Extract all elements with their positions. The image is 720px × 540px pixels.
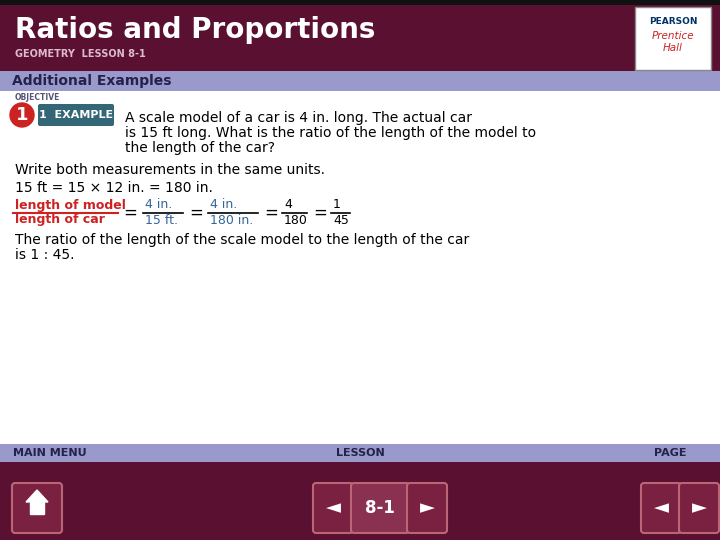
Text: MAIN MENU: MAIN MENU	[13, 448, 87, 458]
Polygon shape	[30, 502, 44, 514]
FancyBboxPatch shape	[38, 104, 114, 126]
Text: GEOMETRY  LESSON 8-1: GEOMETRY LESSON 8-1	[15, 49, 145, 59]
Circle shape	[10, 103, 34, 127]
Text: Hall: Hall	[663, 43, 683, 53]
Text: the length of the car?: the length of the car?	[125, 141, 275, 155]
Text: Additional Examples: Additional Examples	[12, 74, 171, 88]
Text: 15 ft = 15 × 12 in. = 180 in.: 15 ft = 15 × 12 in. = 180 in.	[15, 181, 213, 195]
Text: Prentice: Prentice	[652, 31, 694, 41]
Text: is 15 ft long. What is the ratio of the length of the model to: is 15 ft long. What is the ratio of the …	[125, 126, 536, 140]
Text: 180 in.: 180 in.	[210, 213, 253, 226]
Text: ►: ►	[420, 498, 434, 517]
Text: 1: 1	[16, 106, 28, 124]
Polygon shape	[26, 490, 48, 502]
Text: length of model: length of model	[15, 199, 126, 212]
FancyBboxPatch shape	[12, 483, 62, 533]
Text: =: =	[313, 204, 327, 222]
Bar	[0, 5, 720, 72]
Text: Write both measurements in the same units.: Write both measurements in the same unit…	[15, 163, 325, 177]
Text: length of car: length of car	[15, 213, 105, 226]
Text: LESSON: LESSON	[336, 448, 384, 458]
Text: 45: 45	[333, 213, 349, 226]
Text: =: =	[189, 204, 203, 222]
Text: 8-1: 8-1	[365, 499, 395, 517]
Bar	[635, 7, 711, 70]
Text: 1  EXAMPLE: 1 EXAMPLE	[39, 110, 113, 120]
Text: 180: 180	[284, 213, 308, 226]
FancyBboxPatch shape	[679, 483, 719, 533]
Text: ◄: ◄	[654, 498, 668, 517]
Text: PAGE: PAGE	[654, 448, 686, 458]
Text: =: =	[123, 204, 137, 222]
Text: =: =	[264, 204, 278, 222]
FancyBboxPatch shape	[407, 483, 447, 533]
Text: OBJECTIVE: OBJECTIVE	[15, 92, 60, 102]
Bar	[0, 91, 720, 462]
Text: A scale model of a car is 4 in. long. The actual car: A scale model of a car is 4 in. long. Th…	[125, 111, 472, 125]
Text: 4: 4	[284, 199, 292, 212]
Bar	[0, 0, 720, 5]
FancyBboxPatch shape	[313, 483, 353, 533]
Bar	[0, 444, 720, 462]
Text: PEARSON: PEARSON	[649, 17, 697, 26]
Text: 15 ft.: 15 ft.	[145, 213, 178, 226]
FancyBboxPatch shape	[351, 483, 409, 533]
Text: ◄: ◄	[325, 498, 341, 517]
Bar	[0, 71, 720, 91]
FancyBboxPatch shape	[641, 483, 681, 533]
Text: 4 in.: 4 in.	[210, 199, 238, 212]
Text: 4 in.: 4 in.	[145, 199, 172, 212]
Text: 1: 1	[333, 199, 341, 212]
Text: Ratios and Proportions: Ratios and Proportions	[15, 16, 375, 44]
Bar	[0, 462, 720, 540]
Text: is 1 : 45.: is 1 : 45.	[15, 248, 74, 262]
Text: The ratio of the length of the scale model to the length of the car: The ratio of the length of the scale mod…	[15, 233, 469, 247]
Text: ►: ►	[691, 498, 706, 517]
